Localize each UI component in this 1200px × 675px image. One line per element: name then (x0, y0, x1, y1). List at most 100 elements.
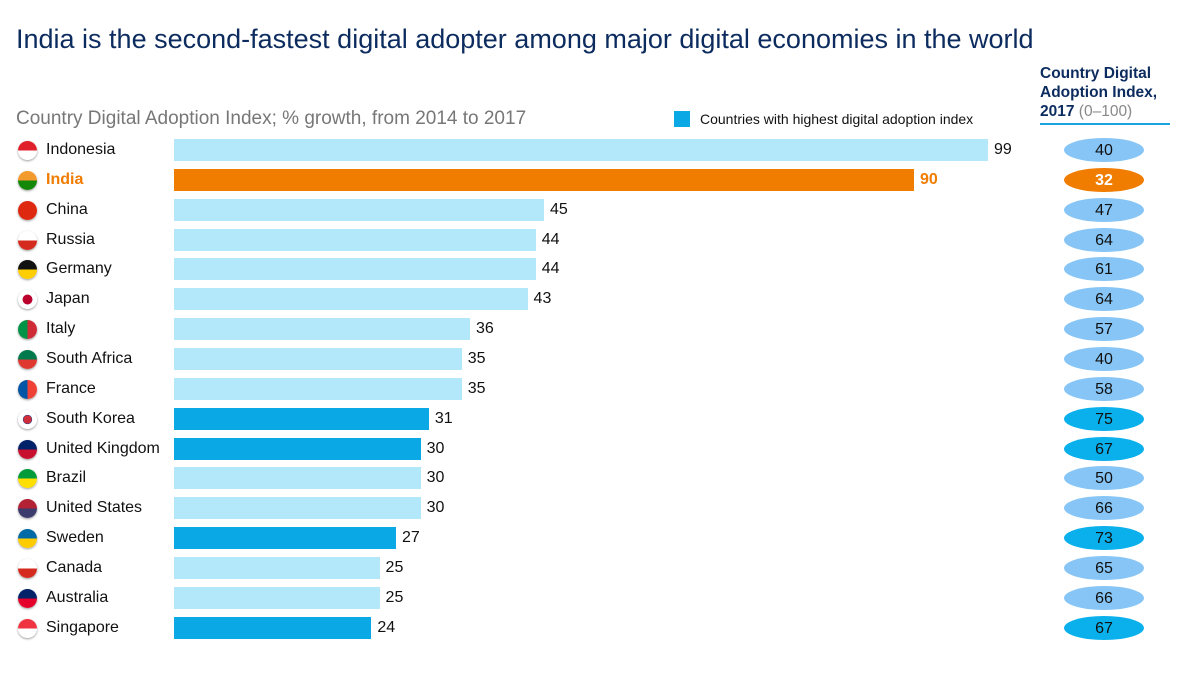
index-pill: 58 (1064, 376, 1144, 401)
bar-row: China 45 47 (0, 195, 1200, 225)
index-pill: 73 (1064, 526, 1144, 551)
bar-row: Italy 36 57 (0, 314, 1200, 344)
category-label: South Korea (46, 409, 135, 427)
bar (174, 347, 462, 370)
data-label: 25 (385, 558, 404, 576)
index-pill: 66 (1064, 496, 1144, 521)
data-label: 43 (533, 290, 552, 308)
bar (174, 467, 421, 490)
chart-subtitle: Country Digital Adoption Index; % growth… (16, 108, 527, 129)
flag-icon (18, 200, 37, 220)
index-pill: 64 (1064, 227, 1144, 252)
data-label: 24 (377, 618, 396, 636)
category-label: United States (46, 499, 143, 517)
bar (174, 168, 914, 191)
index-pill: 32 (1064, 167, 1144, 192)
bar-row: United States 30 66 (0, 493, 1200, 523)
data-label: 30 (426, 439, 445, 457)
index-pill: 57 (1064, 317, 1144, 342)
flag-icon (18, 260, 37, 280)
category-label: Canada (46, 558, 103, 576)
flag-icon (18, 379, 37, 399)
right-column-title: Country Digital Adoption Index, 2017 (1040, 65, 1158, 120)
flag-icon (18, 618, 37, 638)
category-label: Indonesia (46, 141, 116, 158)
index-pill: 61 (1064, 257, 1144, 282)
bar-row: Brazil 30 50 (0, 463, 1200, 493)
bar (174, 139, 988, 161)
category-label: Sweden (46, 529, 104, 547)
bar (174, 586, 380, 609)
index-pill: 75 (1064, 406, 1144, 431)
category-label: Italy (46, 320, 76, 338)
category-label: Japan (46, 290, 90, 308)
bar (174, 616, 372, 639)
data-label: 99 (994, 141, 1012, 158)
bar-row: United Kingdom 30 67 (0, 434, 1200, 464)
flag-icon (18, 349, 37, 369)
bar-row: South Africa 35 40 (0, 344, 1200, 374)
bar-row: France 35 58 (0, 374, 1200, 404)
bar-row: Russia 44 64 (0, 225, 1200, 255)
bar (174, 288, 528, 311)
flag-icon (18, 529, 37, 549)
bar-row: Japan 43 64 (0, 284, 1200, 314)
category-label: Singapore (46, 618, 119, 636)
index-pill: 67 (1064, 436, 1144, 461)
data-label: 44 (541, 230, 560, 248)
bar-row: Germany 44 61 (0, 254, 1200, 284)
data-label: 35 (467, 379, 486, 397)
flag-icon (18, 409, 37, 429)
category-label: Brazil (46, 469, 87, 487)
data-label: 30 (426, 469, 445, 487)
bar-row: India 90 32 (0, 165, 1200, 195)
index-pill: 67 (1064, 615, 1144, 640)
bar (174, 377, 462, 400)
flag-icon (18, 170, 37, 190)
category-label: China (46, 200, 88, 218)
category-label: France (46, 379, 96, 397)
data-label: 35 (467, 349, 486, 367)
bar (174, 198, 544, 221)
data-label: 25 (385, 588, 404, 606)
index-pill: 40 (1064, 138, 1144, 162)
category-label: Germany (46, 260, 112, 278)
category-label: Russia (46, 230, 95, 248)
data-label: 30 (426, 499, 445, 517)
data-label: 45 (550, 200, 568, 218)
data-label: 27 (402, 529, 420, 547)
right-column-range: (0–100) (1078, 103, 1133, 120)
flag-icon (18, 439, 37, 459)
legend: Countries with highest digital adoption … (674, 111, 973, 127)
flag-icon (18, 469, 37, 489)
bar (174, 318, 470, 341)
data-label: 44 (541, 260, 560, 278)
index-pill: 64 (1064, 287, 1144, 312)
index-pill: 40 (1064, 346, 1144, 371)
data-label: 90 (920, 170, 938, 188)
category-label: South Africa (46, 349, 133, 367)
flag-icon (18, 230, 37, 250)
bar-row: Australia 25 66 (0, 583, 1200, 613)
bar (174, 556, 380, 579)
index-pill: 66 (1064, 585, 1144, 610)
bar-row: Sweden 27 73 (0, 523, 1200, 553)
bar-row: Singapore 24 67 (0, 613, 1200, 643)
bar-row: Canada 25 65 (0, 553, 1200, 583)
legend-swatch (674, 111, 690, 127)
index-pill: 65 (1064, 555, 1144, 580)
bar (174, 437, 421, 460)
category-label: Australia (46, 588, 109, 606)
right-column-header: Country Digital Adoption Index, 2017 (0–… (1040, 64, 1170, 125)
index-pill: 50 (1064, 466, 1144, 491)
bar (174, 407, 429, 430)
page-title: India is the second-fastest digital adop… (16, 24, 1034, 54)
flag-icon (18, 588, 37, 608)
bar (174, 258, 536, 281)
flag-icon (18, 290, 37, 310)
data-label: 36 (476, 320, 494, 338)
flag-icon (18, 141, 37, 160)
index-pill: 47 (1064, 197, 1144, 222)
flag-icon (18, 320, 37, 340)
category-label: United Kingdom (46, 439, 160, 457)
